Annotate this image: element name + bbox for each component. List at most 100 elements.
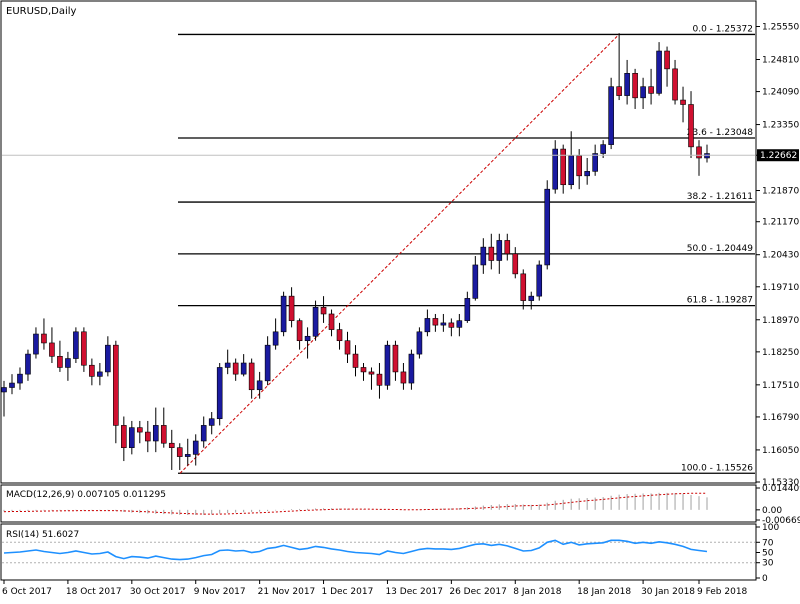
candle-bullish: [152, 425, 159, 442]
fib-level-label: 38.2 - 1.21611: [687, 192, 753, 202]
candle-bearish: [560, 148, 567, 186]
current-price-tag: [757, 149, 799, 162]
candle-bearish: [688, 104, 694, 148]
rsi-panel: [0, 523, 757, 581]
candle-bullish: [192, 440, 199, 455]
x-tick-label: 9 Feb 2018: [697, 587, 748, 597]
candle-bullish: [105, 344, 111, 373]
candle-bullish: [408, 353, 415, 384]
price-tick-label: 1.16050: [762, 446, 799, 456]
candle-bullish: [73, 331, 79, 359]
macd-signal-line: [3, 492, 708, 515]
price-tick-label: 1.23350: [762, 121, 799, 131]
candle-bearish: [368, 371, 375, 375]
fib-level-label: 0.0 - 1.25372: [693, 24, 754, 34]
candle-bearish: [288, 295, 295, 321]
candle-bullish: [184, 454, 191, 457]
price-tick-label: 1.24810: [762, 55, 799, 65]
macd-layer: 0.014409 0.00-0.006696: [3, 484, 800, 526]
candle-bearish: [176, 447, 183, 457]
candle-bearish: [296, 320, 303, 342]
candle-bullish: [624, 73, 630, 96]
candle-bearish: [89, 364, 95, 377]
price-tick-label: 1.18250: [762, 348, 799, 358]
candle-bearish: [488, 246, 495, 261]
candle-bearish: [57, 356, 63, 368]
rsi-tick-label: 100: [762, 523, 779, 533]
candle-bearish: [680, 99, 686, 105]
rsi-line: [3, 539, 708, 561]
candles-layer: [1, 33, 710, 470]
candle-bullish: [544, 188, 551, 266]
candle-bearish: [664, 50, 670, 70]
candle-bearish: [344, 340, 351, 355]
price-tick-label: 1.19710: [762, 283, 799, 293]
candle-bullish: [496, 240, 503, 261]
candle-bullish: [240, 362, 247, 375]
candle-bearish: [360, 367, 367, 373]
x-tick-label: 18 Jan 2018: [577, 587, 631, 597]
price-tick-label: 1.18970: [762, 316, 799, 326]
x-tick-label: 8 Jan 2018: [513, 587, 561, 597]
candle-bearish: [648, 86, 654, 94]
candle-bullish: [65, 358, 71, 368]
price-tick-label: 1.24090: [762, 88, 799, 98]
x-tick-label: 30 Oct 2017: [130, 587, 186, 597]
fib-trendline: [179, 34, 620, 474]
current-price-label: 1.22662: [760, 151, 797, 161]
candle-bearish: [328, 313, 335, 330]
x-tick-label: 18 Oct 2017: [66, 587, 122, 597]
chart-title: EURUSD,Daily: [6, 6, 77, 17]
candle-bearish: [232, 362, 239, 375]
candle-bearish: [400, 371, 407, 384]
price-tick-label: 1.17510: [762, 381, 799, 391]
candle-bearish: [432, 318, 439, 326]
candle-bearish: [376, 373, 383, 386]
candle-bullish: [384, 344, 391, 386]
candle-bullish: [256, 380, 263, 391]
candle-bearish: [616, 86, 622, 96]
candle-bearish: [121, 425, 127, 448]
candle-bullish: [216, 367, 223, 420]
x-tick-label: 6 Oct 2017: [2, 587, 52, 597]
candle-bearish: [576, 155, 582, 177]
candle-bearish: [336, 329, 343, 342]
candle-bearish: [448, 322, 455, 328]
candle-bullish: [704, 153, 710, 159]
candle-bullish: [640, 86, 646, 99]
candle-bearish: [520, 273, 527, 301]
macd-label: MACD(12,26,9) 0.007105 0.011295: [6, 490, 166, 500]
candle-bearish: [144, 431, 151, 442]
x-tick-label: 1 Dec 2017: [322, 587, 374, 597]
candle-bullish: [592, 153, 598, 172]
candle-bearish: [168, 442, 175, 448]
candle-bearish: [49, 342, 55, 357]
price-tick-label: 1.25550: [762, 23, 799, 33]
macd-tick-label: 0.014409: [762, 484, 800, 494]
candle-bearish: [504, 240, 511, 255]
rsi-tick-label: 50: [762, 549, 774, 559]
candle-bearish: [632, 73, 638, 99]
candle-bearish: [160, 425, 167, 444]
candle-bullish: [456, 320, 463, 328]
x-tick-label: 13 Dec 2017: [385, 587, 443, 597]
candle-bullish: [272, 331, 279, 346]
candle-bearish: [352, 353, 359, 368]
candle-bullish: [208, 418, 215, 426]
candle-bullish: [600, 144, 606, 154]
fib-level-label: 61.8 - 1.19287: [687, 296, 753, 306]
candle-bearish: [248, 362, 255, 391]
candle-bullish: [200, 425, 207, 442]
fib-level-label: 50.0 - 1.20449: [687, 244, 753, 254]
fib-level-label: 23.6 - 1.23048: [687, 128, 753, 138]
candle-bullish: [528, 295, 535, 301]
rsi-tick-label: 0: [762, 574, 768, 584]
candle-bullish: [280, 295, 287, 333]
price-tick-label: 1.21870: [762, 187, 799, 197]
candle-bullish: [97, 371, 103, 377]
rsi-tick-label: 70: [762, 538, 774, 548]
rsi-tick-label: 30: [762, 559, 774, 569]
candle-bearish: [41, 333, 47, 344]
